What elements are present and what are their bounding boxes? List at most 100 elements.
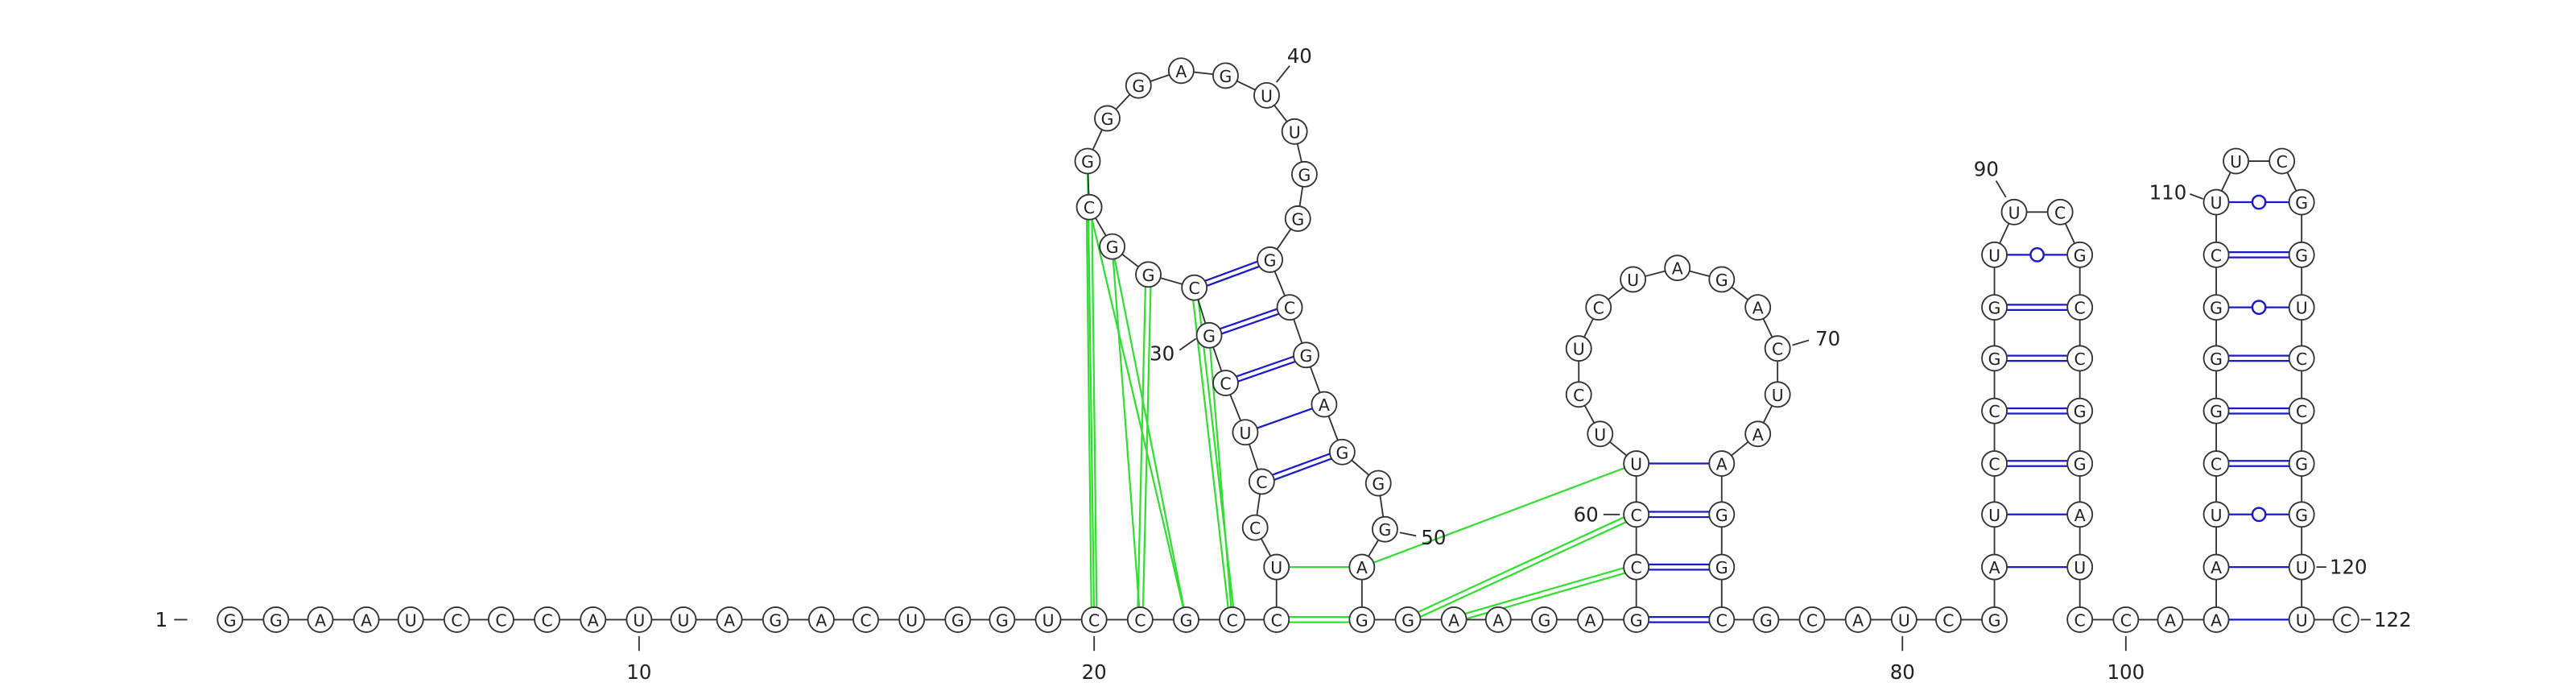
nucleotide-letter: A (1672, 259, 1683, 279)
nucleotide-circle (1708, 266, 1736, 293)
nucleotide: U (1623, 450, 1650, 477)
nucleotide-letter: U (1289, 122, 1301, 142)
nucleotide: C (1263, 606, 1290, 633)
nucleotide-letter: U (2296, 558, 2308, 577)
nucleotide-letter: U (1042, 610, 1055, 630)
nucleotide-letter: G (1715, 506, 1728, 525)
nucleotide-letter: C (1631, 558, 1642, 577)
nucleotide: A (307, 606, 334, 633)
nucleotide-circle (1074, 147, 1101, 175)
nucleotide-letter: U (906, 610, 918, 630)
nucleotide-circle (2000, 198, 2028, 226)
nucleotide: C (1126, 606, 1154, 633)
nucleotide: U (2202, 188, 2230, 216)
nucleotide: C (1798, 606, 1826, 633)
nucleotide-circle (1241, 514, 1269, 541)
nucleotide-letter: C (1220, 374, 1231, 394)
nucleotide: G (1371, 515, 1398, 543)
nucleotide: C (1241, 514, 1269, 541)
nucleotide: U (898, 606, 926, 633)
nucleotide-circle (2288, 553, 2315, 581)
nucleotide-circle (1981, 345, 2008, 372)
nucleotide-circle (1212, 370, 1239, 396)
nucleotide-circle (262, 606, 290, 633)
nucleotide-circle (2112, 606, 2140, 633)
nucleotide-letter: G (1335, 443, 1348, 462)
nucleotide-circle (2202, 553, 2230, 581)
nucleotide: G (1981, 294, 2008, 321)
nucleotide: G (2202, 345, 2230, 372)
nucleotide: G (1257, 246, 1283, 273)
nucleotide-circle (1167, 57, 1195, 85)
position-tick (1399, 532, 1417, 537)
nucleotide-circle (1281, 118, 1308, 145)
base-pair-line (1406, 511, 1636, 619)
nucleotide: A (2066, 501, 2094, 528)
nucleotide: C (2046, 198, 2074, 226)
nucleotide-circle (1664, 254, 1691, 282)
nucleotide-letter: G (1379, 520, 1392, 540)
nucleotide-letter: A (1752, 299, 1764, 318)
nucleotide-circle (1981, 450, 2008, 477)
nucleotide-letter: G (1203, 326, 1216, 346)
nucleotide-letter: C (2074, 610, 2086, 630)
nucleotide-letter: C (1593, 299, 1604, 318)
position-tick (1792, 339, 1810, 346)
nucleotide: C (1981, 397, 2008, 424)
nucleotide-letter: G (2295, 193, 2308, 213)
nucleotide: C (1181, 274, 1208, 301)
nucleotide: C (1623, 553, 1650, 581)
nucleotide-circle (2202, 188, 2230, 216)
position-label: 60 (1574, 503, 1599, 526)
nucleotide: A (1577, 606, 1604, 633)
nucleotide-circle (1577, 606, 1604, 633)
nucleotide: C (488, 606, 514, 633)
nucleotide-letter: C (1631, 506, 1642, 525)
base-pair-line (1209, 308, 1291, 339)
nucleotide-circle (1135, 261, 1162, 288)
nucleotide-circle (1981, 553, 2008, 581)
nucleotide-circle (1276, 294, 1303, 321)
nucleotide: G (1981, 345, 2008, 372)
nucleotide: G (2202, 397, 2230, 424)
nucleotide-letter: U (405, 610, 417, 630)
position-label: 70 (1815, 327, 1840, 350)
nucleotide: C (2288, 345, 2315, 372)
nucleotide: A (1744, 294, 1772, 321)
nucleotide: G (944, 606, 972, 633)
nucleotide-letter: U (633, 610, 645, 630)
nucleotide: U (1981, 501, 2008, 528)
nucleotide-letter: C (1284, 299, 1295, 318)
nucleotide-circle (534, 606, 561, 633)
nucleotide-circle (1752, 606, 1780, 633)
nucleotide-circle (2066, 397, 2094, 424)
nucleotide-circle (2202, 345, 2230, 372)
nucleotide: G (1981, 606, 2008, 633)
nucleotide: C (2066, 345, 2094, 372)
nucleotide: C (1623, 501, 1650, 528)
nucleotide-letter: A (724, 610, 735, 630)
nucleotide-letter: U (678, 610, 690, 630)
nucleotide-letter: G (1988, 299, 2001, 318)
nucleotide-letter: C (2296, 402, 2307, 421)
nucleotide-circle (580, 606, 607, 633)
base-pair-line (1224, 351, 1306, 382)
nucleotide-letter: A (1492, 610, 1504, 630)
nucleotide: G (1708, 501, 1736, 528)
nucleotide: U (1263, 553, 1290, 581)
nucleotide-circle (2223, 147, 2249, 175)
nucleotide-circle (2066, 294, 2094, 321)
nucleotide: A (1744, 420, 1772, 448)
nucleotide: A (1844, 606, 1872, 633)
nucleotide-letter: A (315, 610, 326, 630)
nucleotide-letter: C (860, 610, 871, 630)
nucleotide-circle (488, 606, 514, 633)
nucleotide-circle (807, 606, 835, 633)
nucleotide: U (1034, 606, 1062, 633)
nucleotide-circle (852, 606, 879, 633)
nucleotide-letter: G (2074, 246, 2087, 265)
nucleotide-circle (2332, 606, 2359, 633)
nucleotide-letter: G (1300, 346, 1313, 366)
nucleotide: G (1328, 438, 1356, 465)
nucleotide: C (1075, 193, 1103, 221)
